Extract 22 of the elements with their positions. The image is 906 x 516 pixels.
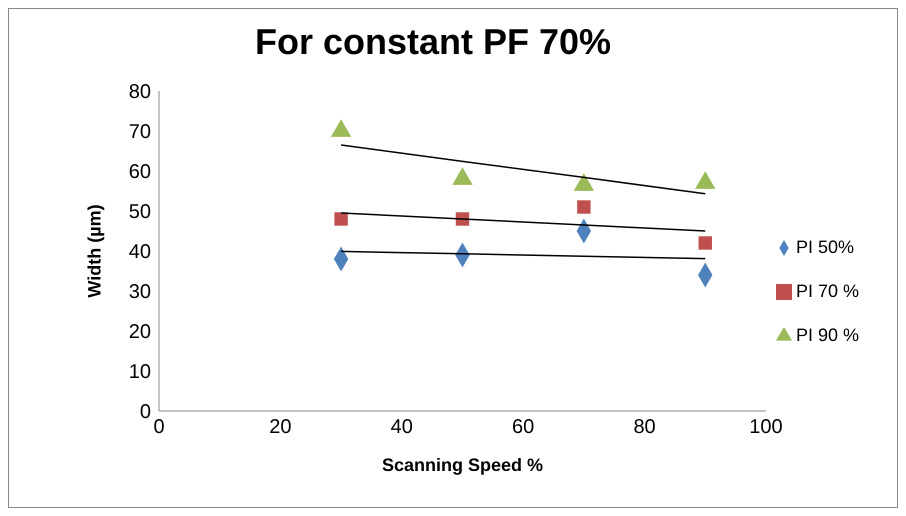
x-tick-label: 80 xyxy=(633,416,656,438)
y-tick-label: 80 xyxy=(128,81,151,104)
chart-title: For constant PF 70% xyxy=(254,20,612,64)
x-tick-label: 60 xyxy=(512,416,534,438)
x-axis-title: Scanning Speed % xyxy=(382,455,543,475)
y-tick-label: 50 xyxy=(128,201,151,224)
y-tick-label: 20 xyxy=(128,321,151,344)
y-tick-label: 30 xyxy=(128,281,151,304)
y-tick-label: 0 xyxy=(140,401,151,424)
x-tick-label: 20 xyxy=(269,416,292,438)
x-tick-label: 100 xyxy=(749,416,783,438)
y-tick-label: 60 xyxy=(128,161,151,184)
legend-label: PI 70 % xyxy=(796,281,859,301)
legend-label: PI 90 % xyxy=(796,325,859,345)
line-series xyxy=(340,144,706,195)
legend-label: PI 50% xyxy=(796,237,854,257)
x-tick-label: 0 xyxy=(153,416,165,438)
x-tick-label: 40 xyxy=(390,416,413,438)
y-tick-label: 40 xyxy=(128,241,151,264)
y-tick-label: 10 xyxy=(128,361,151,384)
y-axis-title: Width (µm) xyxy=(84,204,104,298)
y-tick-label: 70 xyxy=(128,121,151,144)
